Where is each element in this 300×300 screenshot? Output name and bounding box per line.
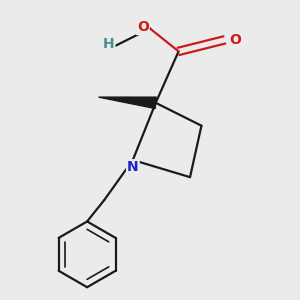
Text: H: H [103, 37, 114, 51]
Polygon shape [98, 97, 156, 109]
Text: N: N [127, 160, 139, 174]
Text: O: O [137, 20, 149, 34]
Text: O: O [229, 33, 241, 47]
